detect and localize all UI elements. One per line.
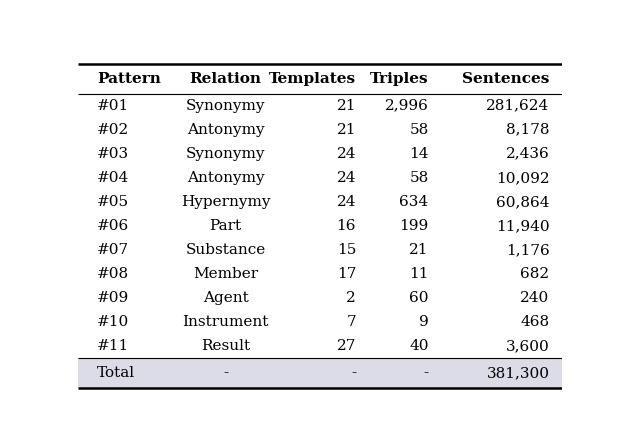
- Text: #08: #08: [97, 267, 129, 281]
- Text: -: -: [424, 366, 429, 380]
- Text: 15: 15: [337, 243, 356, 257]
- Text: Pattern: Pattern: [97, 71, 161, 86]
- Text: 60: 60: [409, 291, 429, 305]
- Text: Instrument: Instrument: [182, 315, 269, 329]
- Text: 21: 21: [336, 99, 356, 113]
- Text: 11,940: 11,940: [496, 219, 550, 233]
- Text: #04: #04: [97, 171, 130, 185]
- Text: #05: #05: [97, 195, 129, 209]
- Text: 2,436: 2,436: [506, 147, 550, 161]
- Text: 8,178: 8,178: [506, 123, 550, 137]
- Text: 58: 58: [409, 171, 429, 185]
- FancyBboxPatch shape: [78, 358, 562, 388]
- Text: 240: 240: [520, 291, 550, 305]
- Text: #10: #10: [97, 315, 130, 329]
- Text: Antonymy: Antonymy: [187, 171, 265, 185]
- Text: Part: Part: [210, 219, 241, 233]
- Text: Templates: Templates: [269, 71, 356, 86]
- Text: #01: #01: [97, 99, 130, 113]
- Text: 24: 24: [336, 171, 356, 185]
- Text: 24: 24: [336, 195, 356, 209]
- Text: 468: 468: [520, 315, 550, 329]
- Text: 58: 58: [409, 123, 429, 137]
- Text: #07: #07: [97, 243, 129, 257]
- Text: 7: 7: [346, 315, 356, 329]
- Text: 281,624: 281,624: [486, 99, 550, 113]
- Text: 24: 24: [336, 147, 356, 161]
- Text: 17: 17: [337, 267, 356, 281]
- Text: 60,864: 60,864: [496, 195, 550, 209]
- Text: Synonymy: Synonymy: [186, 99, 265, 113]
- Text: Triples: Triples: [370, 71, 429, 86]
- Text: 199: 199: [399, 219, 429, 233]
- Text: 1,176: 1,176: [506, 243, 550, 257]
- Text: #11: #11: [97, 339, 130, 353]
- Text: -: -: [351, 366, 356, 380]
- Text: 11: 11: [409, 267, 429, 281]
- Text: #09: #09: [97, 291, 130, 305]
- Text: 682: 682: [520, 267, 550, 281]
- Text: 381,300: 381,300: [487, 366, 550, 380]
- Text: 634: 634: [399, 195, 429, 209]
- Text: 16: 16: [336, 219, 356, 233]
- Text: 14: 14: [409, 147, 429, 161]
- Text: Antonymy: Antonymy: [187, 123, 265, 137]
- Text: Substance: Substance: [185, 243, 266, 257]
- Text: Total: Total: [97, 366, 135, 380]
- Text: #02: #02: [97, 123, 130, 137]
- Text: Member: Member: [193, 267, 258, 281]
- Text: Result: Result: [201, 339, 250, 353]
- Text: #03: #03: [97, 147, 129, 161]
- Text: -: -: [223, 366, 228, 380]
- Text: 2,996: 2,996: [385, 99, 429, 113]
- Text: Relation: Relation: [190, 71, 261, 86]
- Text: Agent: Agent: [203, 291, 248, 305]
- Text: 40: 40: [409, 339, 429, 353]
- Text: 21: 21: [409, 243, 429, 257]
- Text: Synonymy: Synonymy: [186, 147, 265, 161]
- Text: #06: #06: [97, 219, 130, 233]
- Text: 21: 21: [336, 123, 356, 137]
- Text: Hypernymy: Hypernymy: [181, 195, 270, 209]
- Text: 27: 27: [337, 339, 356, 353]
- Text: Sentences: Sentences: [462, 71, 550, 86]
- Text: 2: 2: [346, 291, 356, 305]
- Text: 9: 9: [419, 315, 429, 329]
- Text: 10,092: 10,092: [496, 171, 550, 185]
- Text: 3,600: 3,600: [506, 339, 550, 353]
